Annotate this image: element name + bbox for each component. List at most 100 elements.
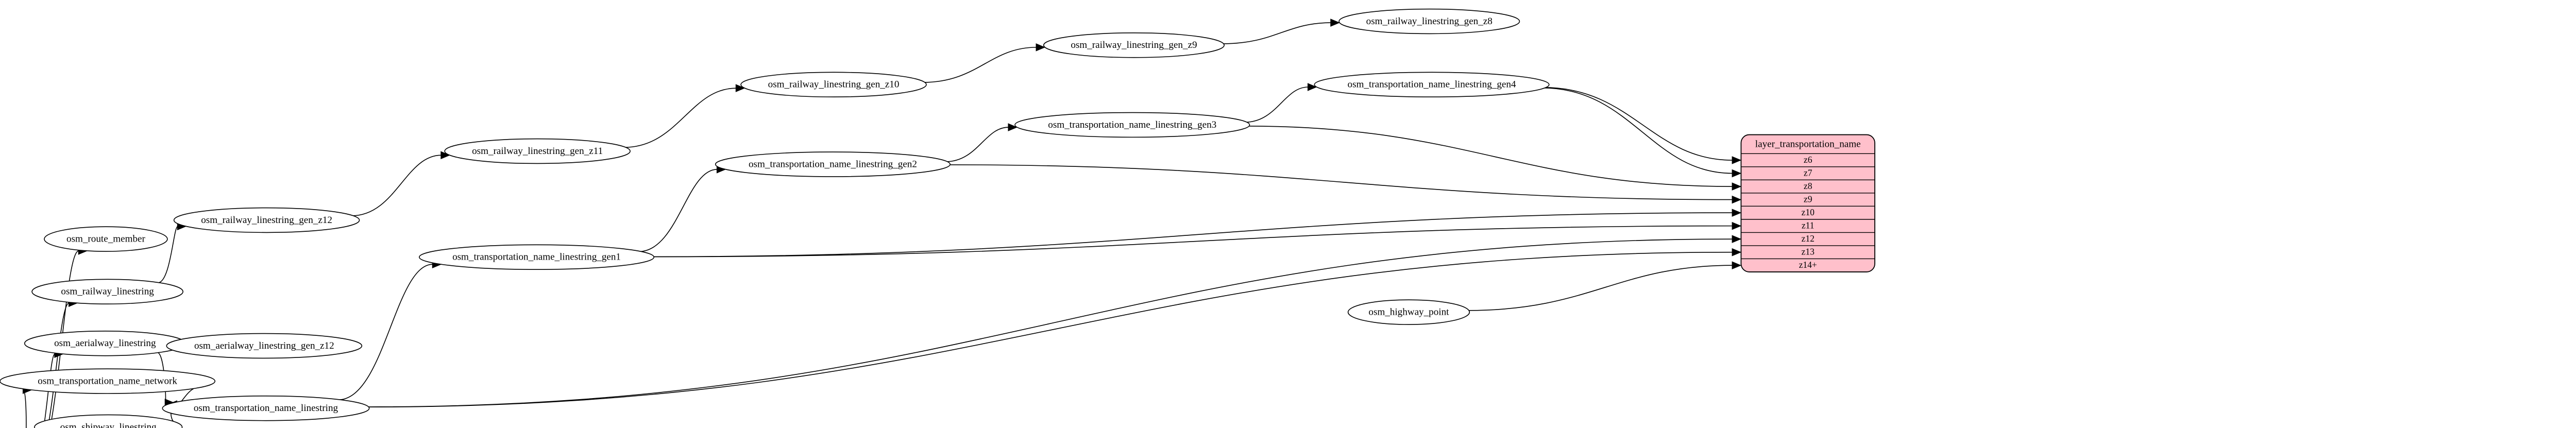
node-osm-railway-linestring[interactable]: osm_railway_linestring (31, 279, 183, 304)
node-osm-transportation-name-network[interactable]: osm_transportation_name_network (0, 368, 215, 394)
edge-osm-transportation-name-linestring-to-osm-transportation-name-linestring-gen1 (338, 264, 433, 401)
table-node-row-z9[interactable]: z9 (1804, 194, 1812, 204)
edge-arrowhead (1732, 169, 1742, 178)
node-shape (173, 207, 360, 233)
node-shape (444, 138, 631, 164)
node-osm-transportation-name-linestring[interactable]: osm_transportation_name_linestring (162, 395, 370, 421)
edge-imposm3-to-osm-route-member (49, 250, 79, 428)
edge-osm-transportation-name-linestring-gen2-to-osm-transportation-name-linestring-gen3 (945, 127, 1009, 162)
node-shape (1314, 72, 1550, 98)
node-label: osm_transportation_name_linestring_gen3 (1048, 119, 1216, 130)
table-node-row-z7[interactable]: z7 (1804, 168, 1812, 178)
edge-osm-transportation-name-linestring-gen1-to-osm-transportation-name-linestring-gen2 (638, 169, 718, 252)
edge-arrowhead (1036, 43, 1046, 52)
node-shape (418, 244, 655, 270)
node-osm-railway-linestring-gen-z12[interactable]: osm_railway_linestring_gen_z12 (173, 207, 360, 233)
edge-osm-transportation-name-linestring-gen2-to-layer-transportation-name-z9 (947, 164, 1733, 200)
edge-arrowhead (1732, 156, 1742, 164)
edge-arrowhead (735, 84, 745, 92)
node-label: osm_transportation_name_linestring_gen2 (749, 159, 917, 169)
edge-arrowhead (1732, 248, 1742, 256)
node-osm-aerialway-linestring-gen-z12[interactable]: osm_aerialway_linestring_gen_z12 (166, 333, 363, 359)
node-shape (1014, 112, 1250, 138)
edges-layer (22, 19, 1742, 428)
node-shape (166, 333, 363, 359)
edge-osm-transportation-name-linestring-to-layer-transportation-name-z12 (366, 238, 1733, 407)
table-node-row-z6[interactable]: z6 (1804, 155, 1812, 165)
node-osm-transportation-name-linestring-gen4[interactable]: osm_transportation_name_linestring_gen4 (1314, 72, 1550, 98)
edge-imposm3-to-osm-aerialway-linestring (43, 353, 56, 428)
node-label: osm_railway_linestring_gen_z11 (472, 146, 603, 157)
nodes-layer: imposm3osm_route_memberosm_railway_lines… (0, 8, 1550, 428)
node-osm-railway-linestring-gen-z11[interactable]: osm_railway_linestring_gen_z11 (444, 138, 631, 164)
edge-osm-transportation-name-linestring-gen4-to-layer-transportation-name-z6 (1543, 87, 1733, 161)
table-node-row-z10[interactable]: z10 (1802, 207, 1815, 217)
edge-arrowhead (1008, 123, 1018, 131)
edge-imposm3-to-osm-transportation-name-network (23, 389, 27, 428)
node-shape (715, 151, 951, 177)
edge-osm-transportation-name-linestring-gen4-to-layer-transportation-name-z7 (1542, 87, 1733, 174)
node-label: osm_railway_linestring_gen_z12 (201, 215, 332, 226)
node-label: osm_railway_linestring_gen_z9 (1071, 40, 1197, 50)
edge-osm-railway-linestring-gen-z11-to-osm-railway-linestring-gen-z10 (623, 88, 736, 148)
node-shape (34, 414, 183, 428)
node-label: osm_shipway_linestring (60, 422, 157, 428)
node-osm-aerialway-linestring[interactable]: osm_aerialway_linestring (24, 330, 186, 356)
node-shape (740, 72, 927, 98)
table-node-row-z14plus[interactable]: z14+ (1799, 260, 1817, 270)
edge-arrowhead (1732, 209, 1742, 217)
table-node-row-z11[interactable]: z11 (1802, 220, 1815, 231)
node-osm-shipway-linestring[interactable]: osm_shipway_linestring (34, 414, 183, 428)
edge-osm-highway-point-to-layer-transportation-name-z14- (1467, 265, 1733, 311)
edge-arrowhead (1330, 19, 1340, 27)
node-label: osm_highway_point (1368, 306, 1449, 317)
node-label: osm_transportation_name_network (38, 375, 177, 386)
node-shape (1338, 8, 1520, 35)
edge-arrowhead (1732, 182, 1742, 191)
edge-osm-transportation-name-linestring-gen3-to-layer-transportation-name-z8 (1246, 126, 1733, 187)
node-osm-transportation-name-linestring-gen3[interactable]: osm_transportation_name_linestring_gen3 (1014, 112, 1250, 138)
edge-osm-transportation-name-linestring-gen3-to-osm-transportation-name-linestring-gen4 (1244, 87, 1309, 123)
node-shape (1347, 299, 1470, 325)
table-node-row-z12[interactable]: z12 (1802, 233, 1815, 244)
node-osm-route-member[interactable]: osm_route_member (44, 226, 168, 252)
table-node-row-z8[interactable]: z8 (1804, 181, 1812, 191)
node-shape (1043, 32, 1225, 58)
node-shape (44, 226, 168, 252)
edge-osm-railway-linestring-gen-z9-to-osm-railway-linestring-gen-z8 (1222, 22, 1331, 44)
edge-arrowhead (1732, 195, 1742, 204)
node-osm-highway-point[interactable]: osm_highway_point (1347, 299, 1470, 325)
node-label: osm_aerialway_linestring_gen_z12 (194, 340, 334, 351)
node-label: osm_route_member (66, 234, 145, 245)
table-node-header: layer_transportation_name (1755, 139, 1861, 149)
node-osm-transportation-name-linestring-gen1[interactable]: osm_transportation_name_linestring_gen1 (418, 244, 655, 270)
node-label: osm_transportation_name_linestring (194, 403, 338, 414)
edge-arrowhead (1732, 235, 1742, 243)
table-node-layer-transportation-name[interactable]: layer_transportation_name z6 z7 z8 z9 z10 z11 z… (1740, 134, 1875, 272)
edge-arrowhead (440, 151, 450, 160)
node-osm-railway-linestring-gen-z8[interactable]: osm_railway_linestring_gen_z8 (1338, 8, 1520, 35)
edge-arrowhead (1732, 261, 1742, 269)
node-shape (31, 279, 183, 304)
node-label: osm_transportation_name_linestring_gen1 (452, 252, 621, 263)
edge-osm-transportation-name-linestring-to-layer-transportation-name-z13 (366, 251, 1733, 408)
node-shape (0, 368, 215, 394)
node-osm-railway-linestring-gen-z9[interactable]: osm_railway_linestring_gen_z9 (1043, 32, 1225, 58)
node-label: osm_railway_linestring (61, 286, 154, 297)
table-node-body (1740, 134, 1875, 272)
node-label: osm_railway_linestring_gen_z10 (768, 79, 900, 90)
node-osm-transportation-name-linestring-gen2[interactable]: osm_transportation_name_linestring_gen2 (715, 151, 951, 177)
edge-osm-transportation-name-linestring-gen1-to-layer-transportation-name-z11 (651, 225, 1733, 258)
edge-osm-railway-linestring-to-osm-railway-linestring-gen-z12 (158, 226, 178, 283)
edge-osm-railway-linestring-gen-z10-to-osm-railway-linestring-gen-z9 (923, 47, 1037, 83)
edge-osm-transportation-name-linestring-gen1-to-layer-transportation-name-z10 (651, 212, 1733, 258)
node-label: osm_railway_linestring_gen_z8 (1366, 16, 1493, 27)
table-node-row-z13[interactable]: z13 (1802, 247, 1815, 257)
edge-arrowhead (1307, 83, 1317, 91)
node-osm-railway-linestring-gen-z10[interactable]: osm_railway_linestring_gen_z10 (740, 72, 927, 98)
edge-arrowhead (1732, 221, 1742, 230)
node-shape (162, 395, 370, 421)
edge-osm-railway-linestring-gen-z12-to-osm-railway-linestring-gen-z11 (351, 155, 442, 216)
